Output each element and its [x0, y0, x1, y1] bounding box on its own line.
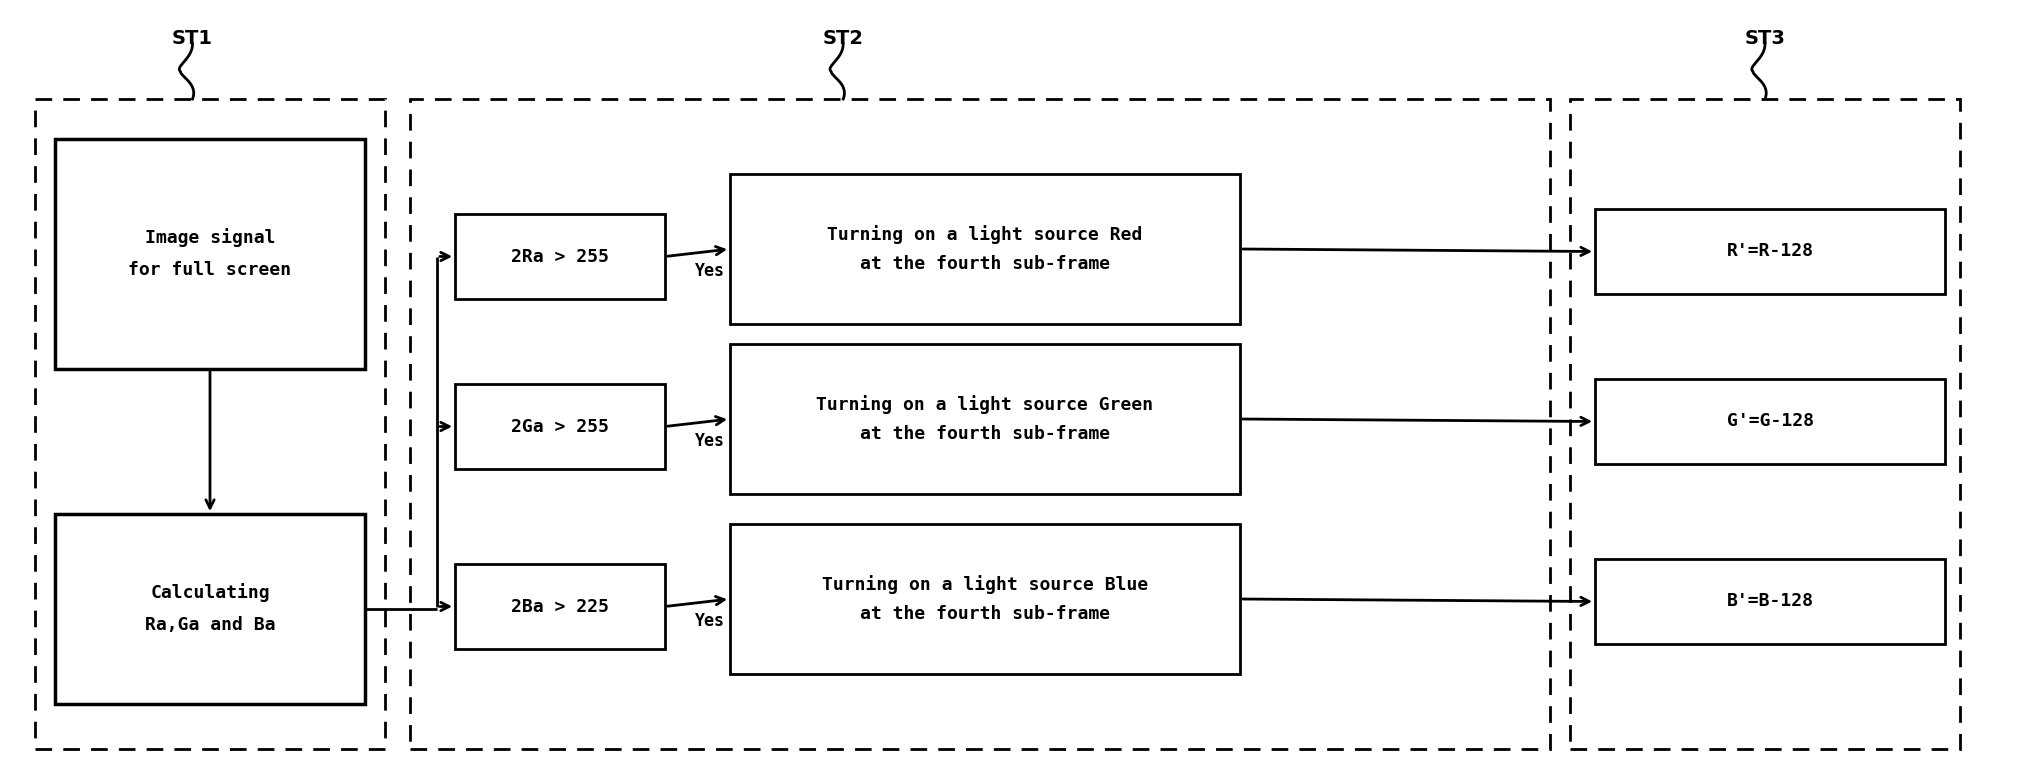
FancyBboxPatch shape	[55, 514, 365, 704]
FancyBboxPatch shape	[730, 344, 1240, 494]
FancyBboxPatch shape	[455, 214, 665, 299]
Text: Yes: Yes	[695, 432, 726, 449]
FancyBboxPatch shape	[730, 524, 1240, 674]
Text: Yes: Yes	[695, 262, 726, 279]
FancyBboxPatch shape	[1594, 379, 1945, 464]
FancyBboxPatch shape	[1594, 209, 1945, 294]
Text: G'=G-128: G'=G-128	[1727, 412, 1813, 430]
Text: ST2: ST2	[822, 29, 865, 48]
Text: B'=B-128: B'=B-128	[1727, 593, 1813, 610]
FancyBboxPatch shape	[455, 384, 665, 469]
Text: Calculating
Ra,Ga and Ba: Calculating Ra,Ga and Ba	[145, 584, 275, 635]
Text: Image signal
for full screen: Image signal for full screen	[128, 228, 292, 279]
Text: 2Ra > 255: 2Ra > 255	[512, 247, 610, 266]
FancyBboxPatch shape	[455, 564, 665, 649]
Text: 2Ga > 255: 2Ga > 255	[512, 417, 610, 436]
Text: ST3: ST3	[1745, 29, 1786, 48]
Text: 2Ba > 225: 2Ba > 225	[512, 597, 610, 616]
FancyBboxPatch shape	[55, 139, 365, 369]
Text: Yes: Yes	[695, 612, 726, 629]
Text: Turning on a light source Blue
at the fourth sub-frame: Turning on a light source Blue at the fo…	[822, 575, 1148, 623]
FancyBboxPatch shape	[1594, 559, 1945, 644]
Text: R'=R-128: R'=R-128	[1727, 242, 1813, 260]
Text: Turning on a light source Red
at the fourth sub-frame: Turning on a light source Red at the fou…	[828, 225, 1142, 273]
FancyBboxPatch shape	[730, 174, 1240, 324]
Text: Turning on a light source Green
at the fourth sub-frame: Turning on a light source Green at the f…	[816, 395, 1154, 443]
Text: ST1: ST1	[171, 29, 212, 48]
